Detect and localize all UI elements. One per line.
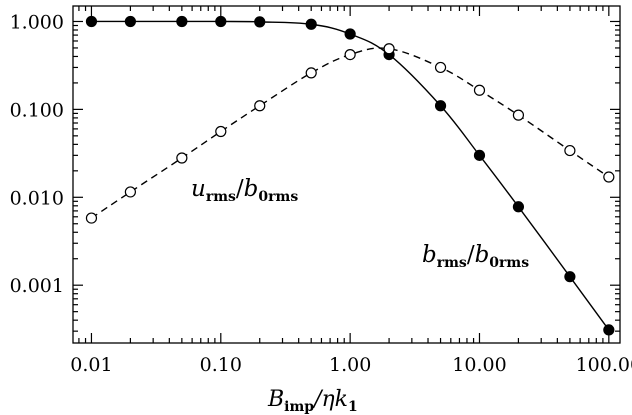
- series-0-line: [91, 20, 610, 331]
- series-0-point: [344, 28, 356, 40]
- series-0-point: [176, 15, 188, 28]
- series-0-point: [254, 16, 266, 28]
- series-0-point: [85, 15, 98, 28]
- series-0-point: [564, 271, 576, 283]
- series-1-point: [564, 144, 576, 157]
- series-1-line: [91, 47, 610, 219]
- plot-frame: [72, 5, 621, 344]
- y-tick-label: 0.001: [10, 275, 64, 297]
- y-tick-label: 1.000: [10, 11, 64, 33]
- y-tick-label: 0.100: [10, 99, 64, 121]
- b-rms-annotation: brms/b0rms: [422, 242, 529, 271]
- series-1-point: [176, 152, 188, 164]
- series-1-point: [344, 48, 356, 61]
- x-tick-label: 0.01: [70, 354, 112, 376]
- x-tick-label: 100.00: [576, 354, 632, 376]
- x-tick-label: 0.10: [200, 354, 242, 376]
- y-tick-label: 0.010: [10, 187, 64, 209]
- series-0-point: [124, 15, 136, 28]
- series-0-point: [215, 15, 227, 28]
- series-1-point: [124, 186, 136, 198]
- series-1-point: [85, 212, 98, 224]
- series-1-point: [512, 109, 525, 121]
- x-tick-label: 1.00: [329, 354, 371, 376]
- series-1-point: [434, 61, 447, 74]
- x-tick-label: 10.00: [452, 354, 506, 376]
- series-1-point: [383, 43, 395, 55]
- series-1-point: [473, 84, 486, 96]
- series-0-point: [603, 324, 615, 336]
- series-0-point: [434, 100, 447, 112]
- series-0-point: [512, 201, 525, 213]
- series-1-point: [254, 100, 266, 112]
- series-1-point: [215, 125, 227, 138]
- x-axis-label: Bimp/ηk1: [267, 387, 358, 415]
- u-rms-annotation: urms/b0rms: [191, 176, 298, 205]
- series-0-point: [473, 149, 486, 161]
- series-1-point: [603, 171, 615, 183]
- series-0-point: [305, 18, 317, 30]
- series-1-point: [305, 67, 317, 79]
